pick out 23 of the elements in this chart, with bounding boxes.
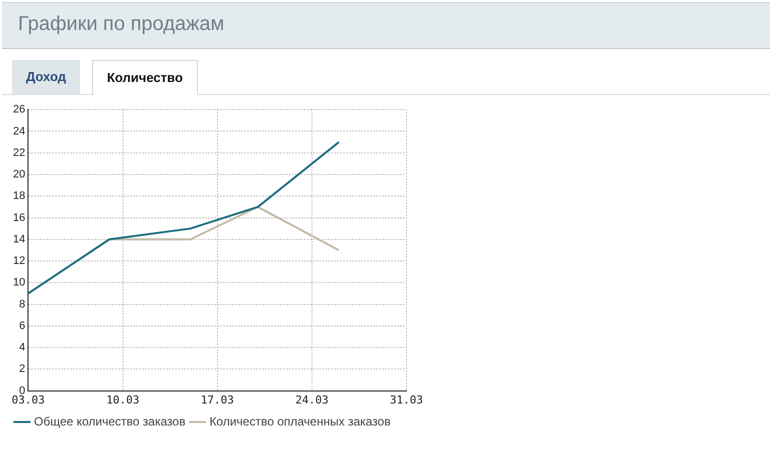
y-tick-label: 6 — [19, 320, 26, 332]
y-tick-label: 24 — [12, 125, 26, 138]
text: Доход — [12, 60, 80, 94]
y-tick-label: 26 — [12, 104, 26, 116]
x-tick-label: 31.03 — [390, 393, 424, 406]
x-tick-label: 03.03 — [12, 393, 45, 406]
chart-title: Графики по продажам — [18, 13, 224, 36]
y-tick-label: 10 — [12, 276, 26, 289]
legend-label: Общее количество заказов — [34, 414, 186, 428]
y-tick-label: 22 — [12, 146, 26, 159]
y-tick-label: 2 — [19, 363, 26, 376]
y-tick-label: 8 — [19, 298, 26, 310]
y-tick-label: 18 — [12, 190, 26, 202]
text: Количество — [92, 60, 198, 95]
y-tick-label: 14 — [12, 233, 26, 246]
legend-label: Количество оплаченных заказов — [209, 414, 391, 428]
x-tick-label: 10.03 — [106, 393, 140, 406]
y-tick-label: 20 — [12, 168, 26, 181]
x-tick-label: 17.03 — [200, 393, 234, 406]
y-tick-label: 12 — [12, 255, 26, 268]
y-tick-label: 4 — [19, 342, 26, 354]
x-tick-label: 24.03 — [295, 393, 328, 406]
y-tick-label: 16 — [12, 212, 26, 224]
